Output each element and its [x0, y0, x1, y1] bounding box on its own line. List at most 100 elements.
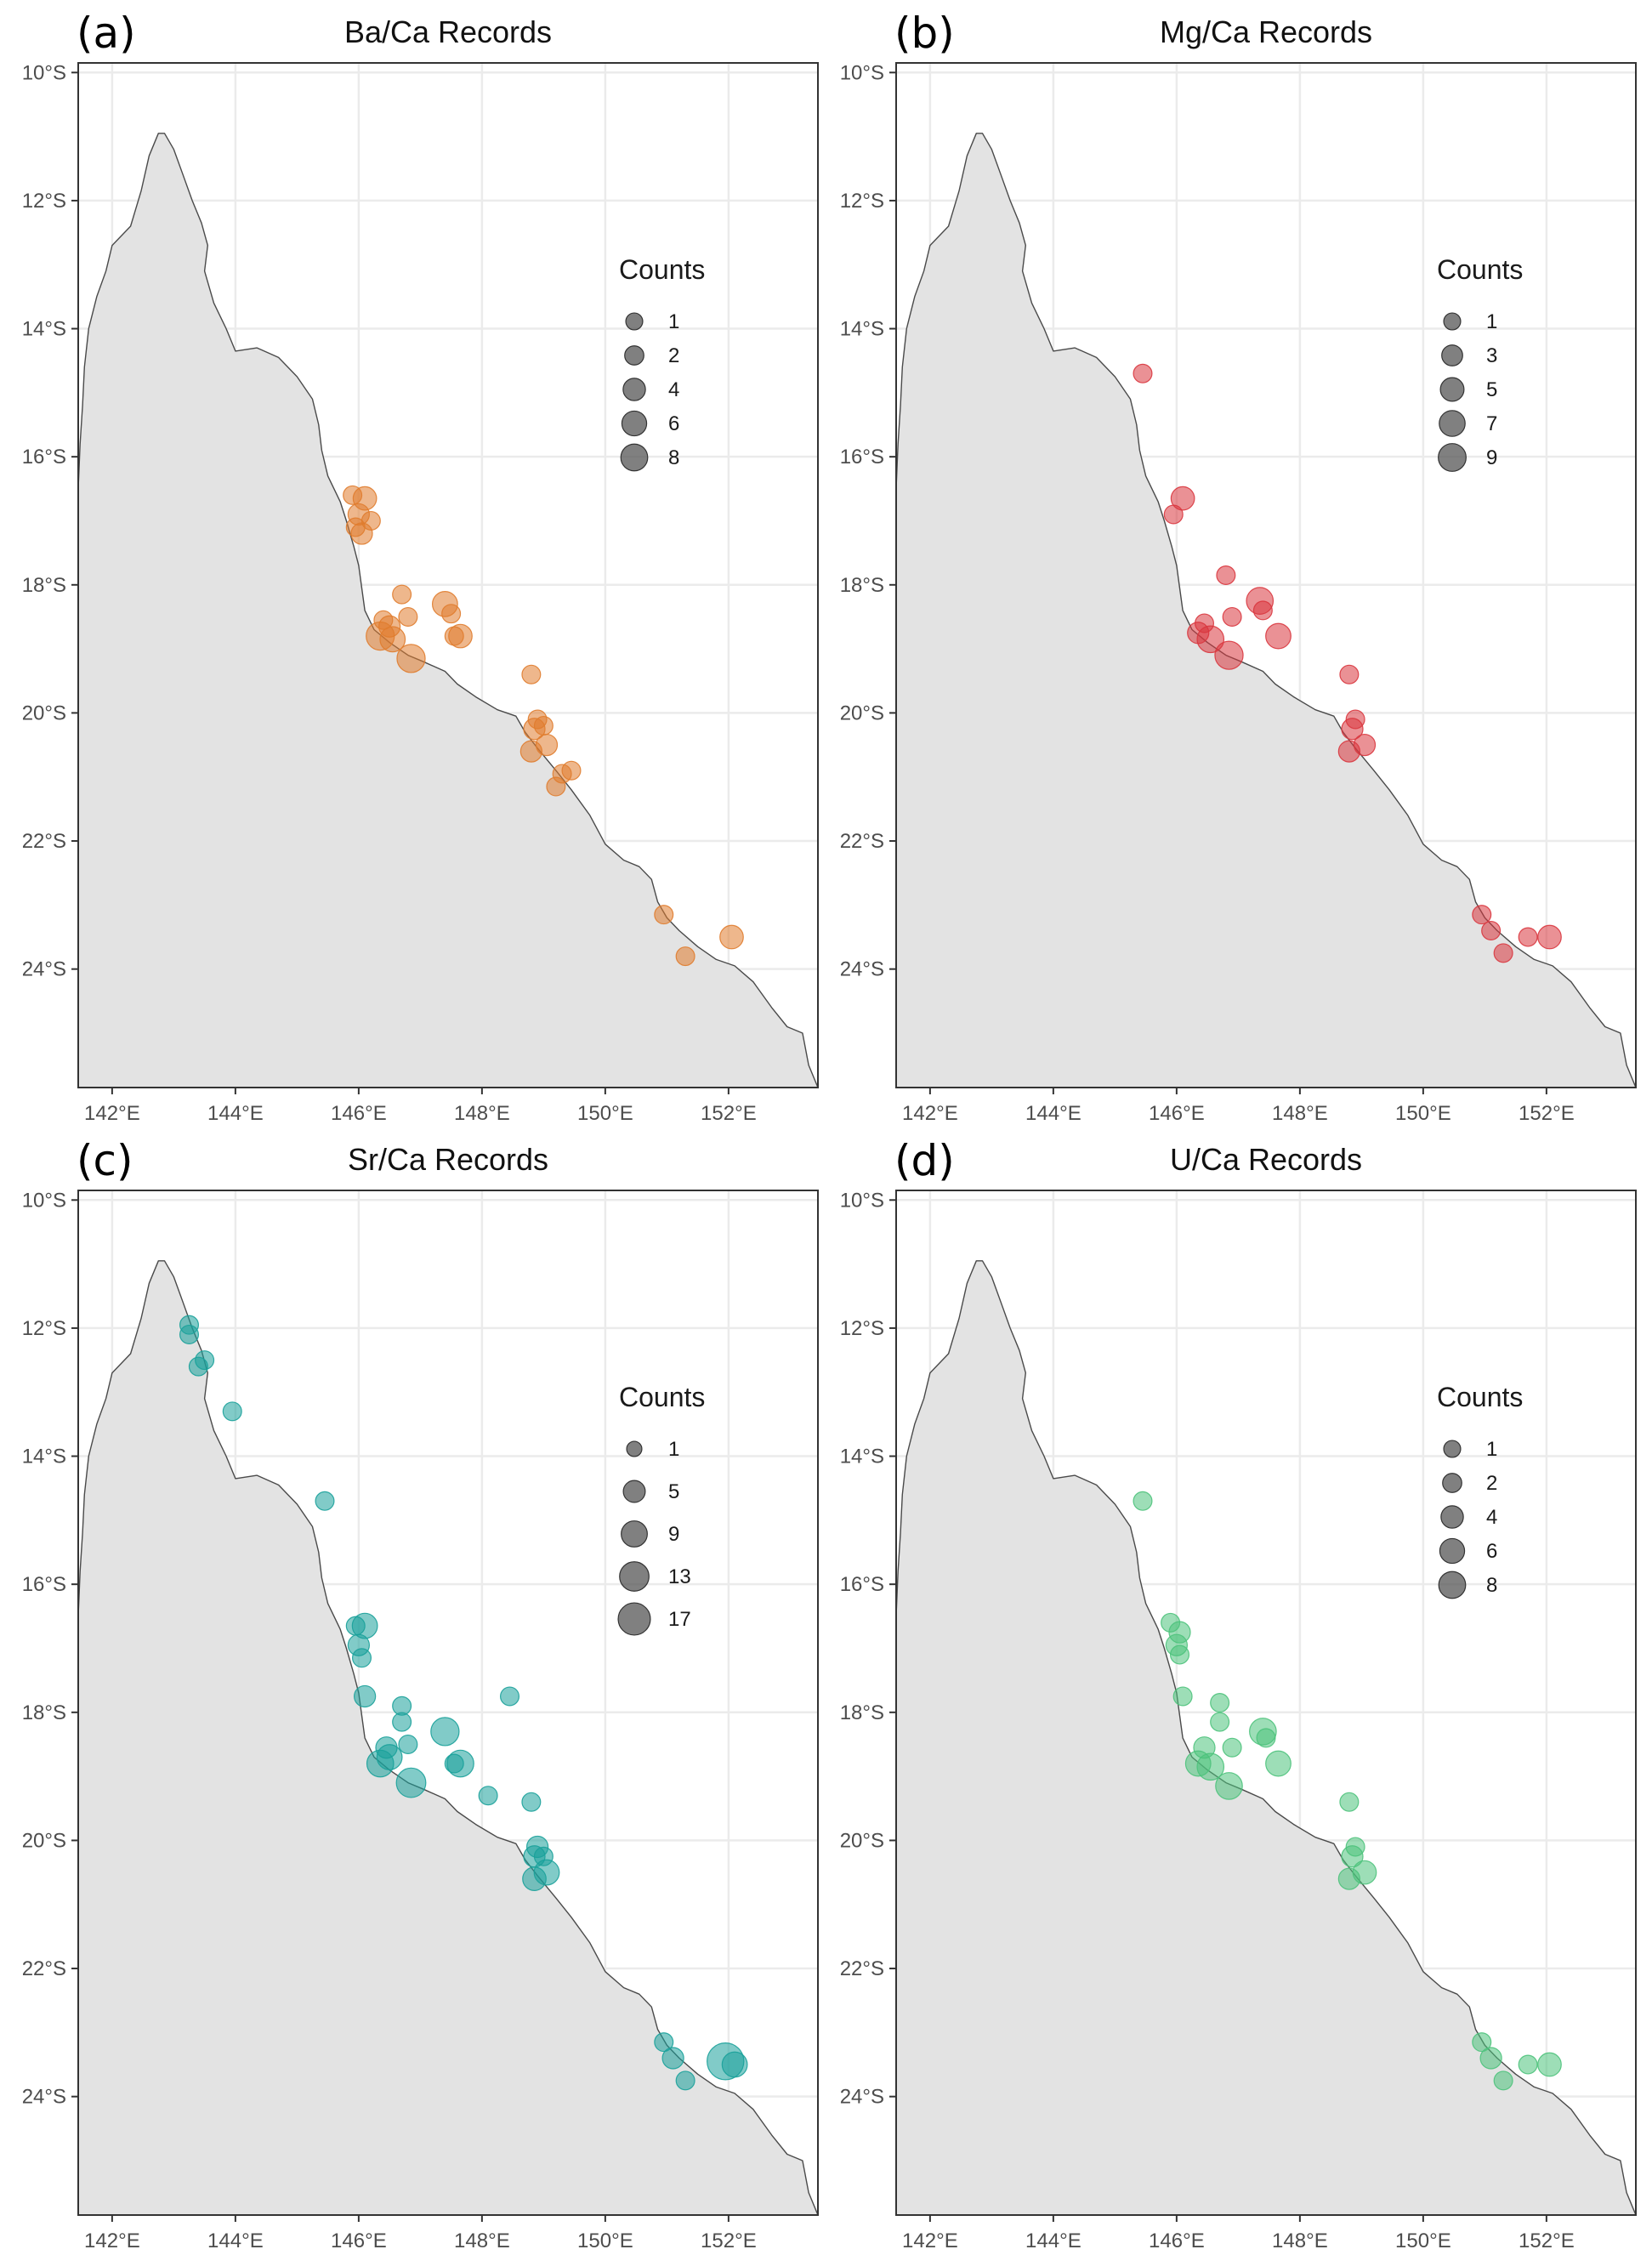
x-tick-label: 144°E	[207, 2229, 264, 2252]
legend-symbol	[621, 1520, 648, 1548]
y-tick-label: 14°S	[22, 318, 66, 341]
data-points	[1133, 1491, 1562, 2091]
legend-label: 6	[1486, 1540, 1497, 1563]
x-tick-label: 152°E	[701, 1102, 757, 1125]
record-point	[661, 2047, 684, 2070]
record-point	[1537, 2052, 1562, 2077]
panel-title: Mg/Ca Records	[1160, 14, 1372, 49]
record-point	[1216, 565, 1236, 585]
x-tick-label: 152°E	[1519, 1102, 1575, 1125]
panel-title: U/Ca Records	[1170, 1142, 1362, 1177]
legend-symbol	[624, 345, 644, 366]
y-tick-label: 10°S	[22, 61, 66, 84]
legend-label: 1	[668, 310, 679, 333]
panel-letter: (b)	[894, 9, 955, 58]
data-points	[179, 1315, 748, 2091]
record-point	[519, 740, 542, 763]
panel-letter: (c)	[77, 1136, 133, 1185]
record-point	[396, 644, 426, 673]
y-tick-label: 24°S	[840, 958, 884, 981]
legend-label: 9	[668, 1523, 679, 1546]
record-point	[1215, 1772, 1243, 1800]
record-point	[1339, 1792, 1360, 1812]
legend: Counts 1 2 4 6 8	[1437, 1382, 1523, 1599]
legend-symbol	[1442, 1473, 1462, 1493]
record-point	[1252, 600, 1273, 621]
y-tick-label: 22°S	[840, 1957, 884, 1980]
y-tick-label: 16°S	[840, 446, 884, 469]
x-tick-label: 148°E	[454, 1102, 510, 1125]
legend-symbol	[1439, 377, 1465, 402]
record-point	[1172, 1686, 1193, 1707]
record-point	[1339, 664, 1360, 684]
record-point	[1161, 1612, 1181, 1633]
panel-frame	[895, 62, 1637, 1088]
legend-symbol	[622, 378, 646, 401]
panel-title: Sr/Ca Records	[348, 1142, 548, 1177]
y-tick-label: 18°S	[22, 1701, 66, 1724]
y-tick-label: 22°S	[22, 1957, 66, 1980]
x-tick-label: 152°E	[701, 2229, 757, 2252]
legend-symbol	[621, 410, 648, 437]
record-point	[546, 776, 566, 797]
legend-label: 1	[668, 1438, 679, 1461]
record-point	[1479, 2047, 1502, 2070]
y-tick-label: 16°S	[22, 446, 66, 469]
x-tick-label: 142°E	[902, 1102, 958, 1125]
record-point	[1194, 613, 1214, 633]
legend-symbol	[1438, 1571, 1467, 1599]
y-tick-label: 20°S	[840, 1829, 884, 1852]
record-point	[441, 604, 462, 624]
record-point	[179, 1324, 200, 1344]
record-point	[1337, 1867, 1360, 1890]
legend-title: Counts	[1437, 1382, 1523, 1412]
record-point	[1163, 504, 1184, 525]
y-tick-label: 12°S	[22, 1317, 66, 1340]
legend-label: 9	[1486, 446, 1497, 469]
record-point	[392, 584, 412, 605]
record-point	[444, 1753, 464, 1774]
record-point	[360, 510, 381, 531]
legend-label: 1	[1486, 1438, 1497, 1461]
record-point	[675, 2070, 695, 2091]
legend-symbol	[622, 1480, 646, 1503]
record-point	[1256, 1728, 1276, 1748]
panel-title: Ba/Ca Records	[344, 14, 552, 49]
legend-symbol	[1443, 1440, 1462, 1458]
record-point	[1345, 709, 1365, 730]
record-point	[395, 1767, 427, 1798]
legend-symbol	[1439, 410, 1466, 437]
legend-label: 2	[1486, 1472, 1497, 1495]
x-tick-label: 146°E	[331, 1102, 387, 1125]
legend-label: 4	[668, 378, 679, 401]
y-tick-label: 14°S	[840, 318, 884, 341]
record-point	[675, 946, 695, 967]
legend-title: Counts	[619, 1382, 705, 1412]
x-tick-label: 142°E	[84, 2229, 140, 2252]
legend-symbol	[1440, 1505, 1464, 1529]
panel-frame	[77, 1190, 819, 2216]
y-tick-label: 10°S	[22, 1189, 66, 1212]
legend-symbol	[625, 312, 644, 331]
y-tick-label: 12°S	[840, 1317, 884, 1340]
y-tick-label: 12°S	[22, 190, 66, 213]
legend: Counts 1 5 9 13 17	[617, 1382, 705, 1636]
record-point	[1265, 622, 1292, 650]
y-tick-label: 14°S	[22, 1446, 66, 1468]
legend-label: 6	[668, 412, 679, 435]
record-point	[1518, 2054, 1538, 2075]
y-tick-label: 22°S	[22, 830, 66, 853]
record-point	[533, 715, 554, 736]
record-point	[478, 1786, 498, 1806]
data-points	[1133, 363, 1562, 963]
x-tick-label: 148°E	[1272, 2229, 1328, 2252]
legend-label: 1	[1486, 310, 1497, 333]
record-point	[1265, 1750, 1292, 1777]
legend-title: Counts	[619, 254, 705, 285]
record-point	[521, 1792, 542, 1812]
x-tick-label: 142°E	[902, 2229, 958, 2252]
record-point	[1472, 905, 1492, 925]
record-point	[1169, 1644, 1189, 1665]
record-point	[430, 1717, 460, 1747]
